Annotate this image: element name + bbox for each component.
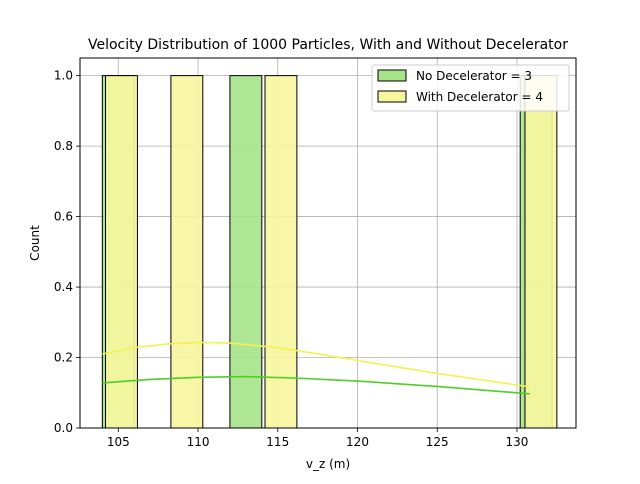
kde-curves [102, 341, 530, 395]
x-tick-label: 125 [426, 435, 449, 449]
legend-label-with-decelerator: With Decelerator = 4 [416, 90, 543, 104]
bar-with-decelerator [264, 75, 298, 429]
y-tick-label: 0.0 [54, 421, 73, 435]
plot-frame [79, 57, 577, 429]
x-axis-label: v_z (m) [306, 457, 350, 471]
legend-box [371, 64, 570, 112]
x-tick-label: 115 [266, 435, 289, 449]
x-tick-label: 130 [506, 435, 529, 449]
x-tick-label: 105 [107, 435, 130, 449]
kde-line-no-decelerator [102, 375, 530, 395]
plot-area [80, 58, 576, 428]
legend-swatch-with-decelerator [377, 90, 407, 103]
y-tick-label: 0.6 [54, 210, 73, 224]
legend: No Decelerator = 3 With Decelerator = 4 [371, 64, 570, 112]
bars [101, 75, 558, 429]
legend-swatch-no-decelerator [377, 69, 407, 82]
y-tick-label: 0.4 [54, 280, 73, 294]
x-axis-ticks: 105 110 115 120 125 130 [107, 428, 529, 449]
y-axis-label: Count [28, 225, 42, 261]
chart-title: Velocity Distribution of 1000 Particles,… [88, 37, 568, 53]
kde-line-with-decelerator [102, 341, 530, 388]
bar-no-decelerator [229, 75, 263, 429]
y-tick-label: 1.0 [54, 69, 73, 83]
y-tick-label: 0.8 [54, 139, 73, 153]
y-axis-ticks: 0.0 0.2 0.4 0.6 0.8 1.0 [54, 69, 80, 435]
y-tick-label: 0.2 [54, 351, 73, 365]
bar-with-decelerator [524, 75, 558, 429]
x-tick-label: 120 [346, 435, 369, 449]
bar-with-decelerator [170, 75, 204, 429]
legend-label-no-decelerator: No Decelerator = 3 [416, 69, 532, 83]
x-tick-label: 110 [187, 435, 210, 449]
bar-with-decelerator [105, 75, 138, 429]
